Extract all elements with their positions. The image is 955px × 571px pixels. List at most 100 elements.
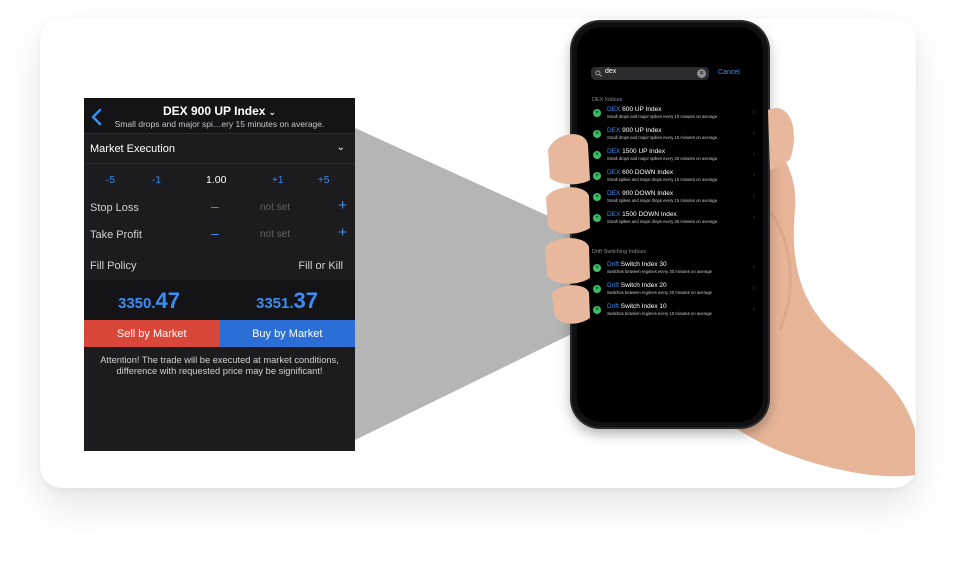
symbol-title[interactable]: DEX 900 UP Index ⌄ [84,104,355,118]
add-favorite-icon[interactable]: + [593,109,601,117]
add-favorite-icon[interactable]: + [593,151,601,159]
item-description: Small drops and major spikes every 10 mi… [607,114,719,119]
list-item[interactable]: + Drift Switch Index 30 Switches between r… [591,260,755,280]
cancel-button[interactable]: Cancel [718,69,740,76]
list-item[interactable]: + DEX 1500 UP Index Small drops and major … [591,147,755,167]
phone-notch [627,27,713,41]
item-name-rest: 1500 UP Index [620,148,666,155]
add-favorite-icon[interactable]: + [593,306,601,314]
clear-icon[interactable]: × [697,69,706,78]
item-name: DEX 600 DOWN Index [607,169,673,176]
buy-price: 3351.37 [256,288,318,314]
sell-price-big: 47 [155,288,181,313]
item-name-rest: 1500 DOWN Index [620,211,677,218]
item-name-highlight: DEX [607,106,621,113]
add-favorite-icon[interactable]: + [593,264,601,272]
item-name: Drift Switch Index 30 [607,261,667,268]
item-name-rest: 900 UP Index [620,127,662,134]
phone-screen: dex × Cancel DEX Indices + DEX 600 UP Ind… [577,27,763,422]
chevron-right-icon: › [752,151,755,158]
execution-type-select[interactable]: Market Execution ⌄ [84,134,355,164]
execution-type-label: Market Execution [90,143,175,155]
take-profit-minus-button[interactable]: – [211,225,219,241]
chevron-right-icon: › [752,306,755,313]
item-name: DEX 600 UP Index [607,106,661,113]
volume-minus-1-button[interactable]: -1 [152,175,161,186]
chevron-right-icon: › [752,285,755,292]
search-icon [595,70,602,77]
chevron-right-icon: › [752,130,755,137]
take-profit-input[interactable]: not set [260,229,291,240]
attention-notice: Attention! The trade will be executed at… [100,355,339,376]
item-name-rest: Switch Index 10 [618,303,667,310]
chevron-right-icon: › [752,193,755,200]
item-name-highlight: Drift [607,303,619,310]
item-name-highlight: Drift [607,261,619,268]
add-favorite-icon[interactable]: + [593,130,601,138]
item-name-highlight: Drift [607,282,619,289]
list-item[interactable]: + DEX 600 DOWN Index Small spikes and majo… [591,168,755,188]
sell-by-market-button[interactable]: Sell by Market [84,320,220,347]
fill-policy-row[interactable]: Fill Policy Fill or Kill [84,250,355,280]
back-chevron-icon[interactable] [90,108,104,126]
volume-plus-5-button[interactable]: +5 [318,175,330,186]
list-item[interactable]: + DEX 900 UP Index Small drops and major s… [591,126,755,146]
chevron-right-icon: › [752,264,755,271]
add-favorite-icon[interactable]: + [593,285,601,293]
add-favorite-icon[interactable]: + [593,193,601,201]
fill-policy-value: Fill or Kill [298,260,343,272]
order-buttons: Sell by Market Buy by Market [84,320,355,347]
list-item[interactable]: + Drift Switch Index 20 Switches between r… [591,281,755,301]
trade-panel: DEX 900 UP Index ⌄ Small drops and major … [84,98,355,451]
chevron-right-icon: › [752,109,755,116]
volume-value[interactable]: 1.00 [206,174,227,186]
item-description: Small spikes and major drops every 10 mi… [607,177,719,182]
volume-plus-1-button[interactable]: +1 [272,175,284,186]
stop-loss-row: Stop Loss – not set + [84,194,355,221]
item-name-rest: Switch Index 30 [618,261,667,268]
list-item[interactable]: + Drift Switch Index 10 Switches between r… [591,302,755,322]
section-title-dex: DEX Indices [592,97,623,103]
stop-loss-input[interactable]: not set [260,202,291,213]
buy-price-main: 3351. [256,295,294,312]
symbol-title-text: DEX 900 UP Index [162,104,266,118]
stop-loss-minus-button[interactable]: – [211,198,219,214]
item-description: Switches between regimes every 20 minute… [607,290,712,295]
add-favorite-icon[interactable]: + [593,172,601,180]
fill-policy-label: Fill Policy [90,260,137,272]
search-value: dex [605,68,617,75]
take-profit-row: Take Profit – not set + [84,221,355,248]
item-description: Small spikes and major drops every 15 mi… [607,198,719,203]
item-name: Drift Switch Index 10 [607,303,667,310]
item-name-highlight: DEX [607,169,621,176]
item-name-rest: 600 UP Index [620,106,662,113]
take-profit-plus-button[interactable]: + [338,224,347,241]
item-description: Small drops and major spikes every 15 mi… [607,135,719,140]
item-name: Drift Switch Index 20 [607,282,667,289]
item-name: DEX 900 UP Index [607,127,661,134]
item-name-rest: 600 DOWN Index [620,169,674,176]
list-item[interactable]: + DEX 1500 DOWN Index Small spikes and maj… [591,210,755,230]
search-input[interactable]: dex × [591,67,709,80]
price-row: 3350.47 3351.37 [84,280,355,320]
item-name: DEX 1500 DOWN Index [607,211,677,218]
list-item[interactable]: + DEX 600 UP Index Small drops and major s… [591,105,755,125]
sell-price: 3350.47 [118,288,180,314]
buy-by-market-button[interactable]: Buy by Market [219,320,355,347]
buy-price-big: 37 [293,288,319,313]
volume-minus-5-button[interactable]: -5 [106,175,115,186]
add-favorite-icon[interactable]: + [593,214,601,222]
item-name: DEX 1500 UP Index [607,148,665,155]
item-name-rest: 900 DOWN Index [620,190,674,197]
item-description: Small drops and major spikes every 25 mi… [607,156,719,161]
stop-loss-plus-button[interactable]: + [338,197,347,214]
item-description: Switches between regimes every 30 minute… [607,269,712,274]
chevron-right-icon: › [752,214,755,221]
list-item[interactable]: + DEX 900 DOWN Index Small spikes and majo… [591,189,755,209]
take-profit-label: Take Profit [90,229,142,241]
item-name-rest: Switch Index 20 [618,282,667,289]
item-name-highlight: DEX [607,190,621,197]
chevron-down-icon: ⌄ [336,142,345,153]
section-title-drift: Drift Switching Indices [592,249,647,255]
